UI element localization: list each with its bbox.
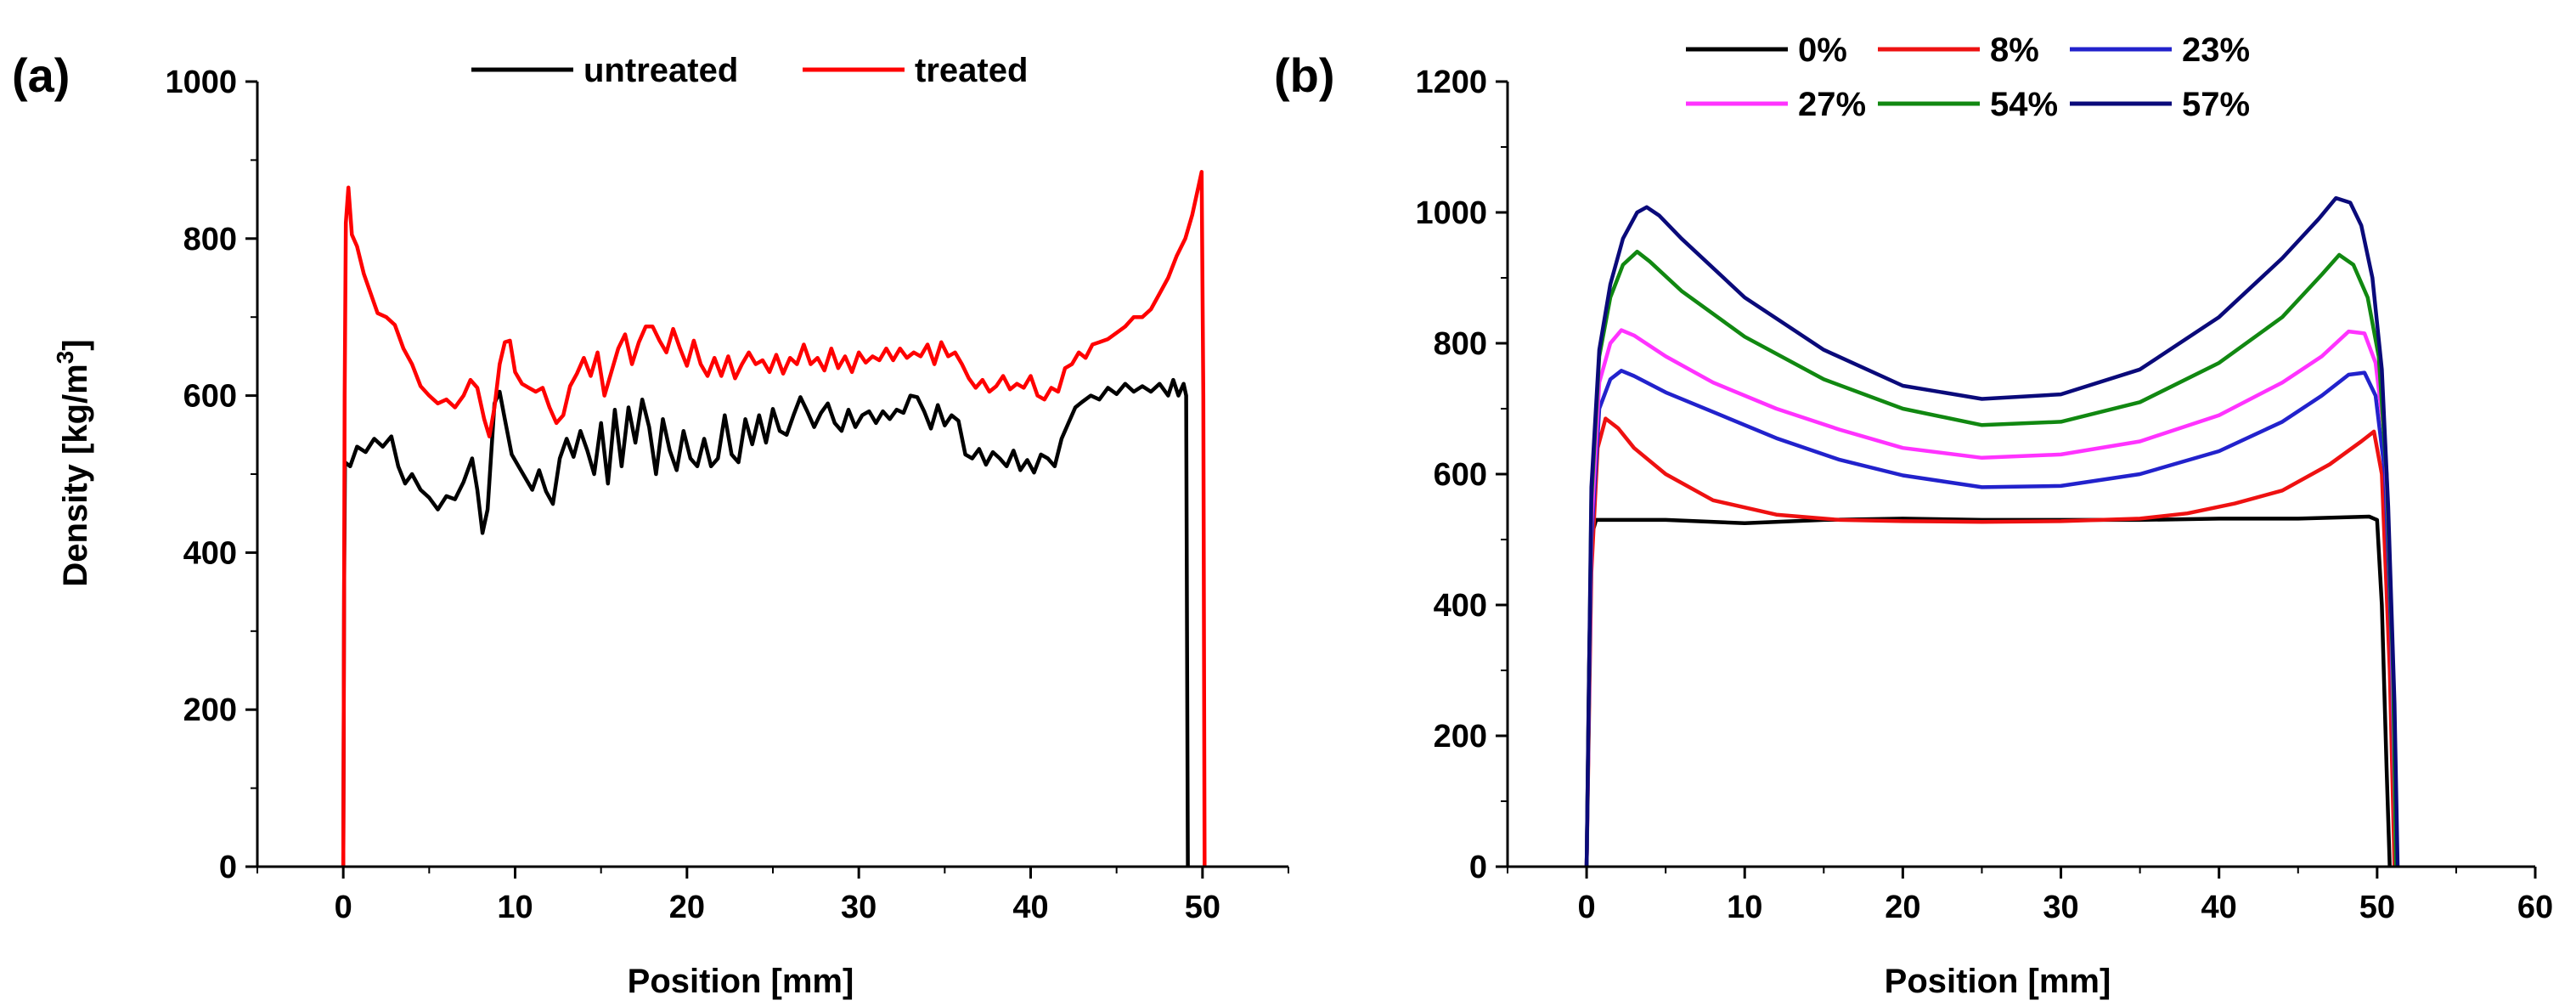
- panel-a-x-tick-label: 50: [1185, 890, 1220, 925]
- panel-b-legend-label: 57%: [2182, 86, 2250, 123]
- panel-a-y-tick-label: 1000: [165, 65, 237, 100]
- panel-b-y-tick-label: 1000: [1415, 195, 1487, 231]
- panel-b-x-tick-label: 60: [2517, 890, 2553, 925]
- panel-a-chart: (a) 0 200 400 600 800 1000 0 10 20 30 40 50 untreat…: [12, 48, 1289, 1000]
- panel-b-y-tick-label: 1200: [1415, 65, 1487, 100]
- panel-b-y-tick-label: 200: [1434, 719, 1487, 754]
- panel-b-y-tick-label: 800: [1434, 326, 1487, 362]
- panel-a-legend-label: treated: [915, 52, 1028, 89]
- panel-a-axes: 0 200 400 600 800 1000 0 10 20 30 40 50: [165, 65, 1289, 925]
- panel-b-legend-label: 27%: [1798, 86, 1866, 123]
- panel-a-x-tick-label: 10: [497, 890, 533, 925]
- panel-b-x-tick-label: 0: [1578, 890, 1596, 925]
- panel-b-series: [1584, 195, 2400, 868]
- panel-b-legend-label: 23%: [2182, 31, 2250, 69]
- panel-b-series-0pct-line: [1584, 514, 2392, 868]
- panel-b-x-tick-label: 10: [1727, 890, 1762, 925]
- panel-b-x-tick-label: 40: [2201, 890, 2237, 925]
- panel-b-series-57pct-line: [1584, 195, 2400, 868]
- panel-a-legend: untreated treated: [471, 52, 1028, 89]
- panel-a-y-tick-label: 200: [183, 692, 237, 728]
- panel-a-x-tick-label: 20: [669, 890, 705, 925]
- panel-b-y-tick-label: 0: [1469, 850, 1487, 885]
- panel-b-legend-label: 0%: [1798, 31, 1847, 69]
- panel-b-axes: 0 200 400 600 800 1000 1200 0 10 20 30 40 50 60: [1415, 65, 2553, 925]
- panel-a-y-tick-label: 0: [219, 850, 237, 885]
- panel-b-label: (b): [1274, 48, 1335, 102]
- panel-b-legend: 0% 8% 23% 27% 54% 57%: [1686, 31, 2250, 123]
- panel-a-y-tick-label: 400: [183, 535, 237, 571]
- panel-a-label: (a): [12, 48, 70, 102]
- panel-a-y-tick-label: 800: [183, 222, 237, 257]
- panel-b-series-27pct-line: [1584, 328, 2398, 868]
- panel-b-series-54pct-line: [1584, 249, 2398, 868]
- panel-b-legend-label: 8%: [1990, 31, 2039, 69]
- panel-a-x-axis-title: Position [mm]: [628, 963, 854, 1000]
- panel-b-series-8pct-line: [1584, 416, 2397, 868]
- panel-b-x-tick-label: 50: [2359, 890, 2395, 925]
- panel-b-y-tick-label: 600: [1434, 457, 1487, 493]
- panel-a-x-tick-label: 0: [335, 890, 352, 925]
- panel-b-chart: (b) 0 200 400 600 800 1000 1200 0 10 20 30 40 50 60 0…: [1274, 31, 2553, 1000]
- panel-b-legend-label: 54%: [1990, 86, 2058, 123]
- panel-a-x-tick-label: 30: [841, 890, 877, 925]
- panel-a-series-treated-line: [341, 170, 1207, 868]
- panel-b-x-tick-label: 30: [2043, 890, 2078, 925]
- panel-a-y-axis-title: Density [kg/m3]: [52, 339, 94, 586]
- panel-a-y-tick-label: 600: [183, 379, 237, 415]
- panel-b-x-tick-label: 20: [1885, 890, 1920, 925]
- panel-a-y-axis-title-group: Density [kg/m3]: [52, 339, 94, 586]
- panel-b-x-axis-title: Position [mm]: [1885, 963, 2111, 1000]
- panel-b-y-tick-label: 400: [1434, 588, 1487, 624]
- panel-a-series-untreated-line: [341, 377, 1190, 868]
- panel-a-series: [341, 170, 1207, 868]
- panel-a-x-tick-label: 40: [1012, 890, 1048, 925]
- panel-b-series-23pct-line: [1584, 369, 2398, 868]
- panel-a-legend-label: untreated: [583, 52, 738, 89]
